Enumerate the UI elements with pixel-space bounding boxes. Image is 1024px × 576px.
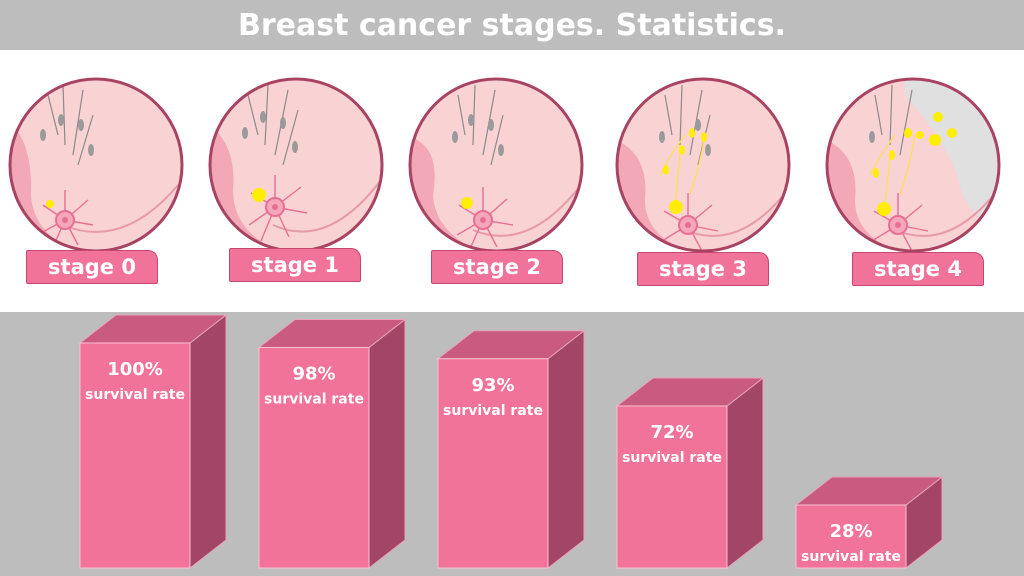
stage-2-breast-icon <box>408 77 584 253</box>
bar-front <box>616 405 728 569</box>
stage-2-panel: stage 2 <box>403 50 593 312</box>
bar-1: 98% survival rate <box>257 318 407 570</box>
bar-side <box>368 318 406 570</box>
stage-1-panel: stage 1 <box>203 50 393 312</box>
stage-4-breast-icon <box>825 77 1001 253</box>
stage-4-panel: stage 4 <box>820 50 1010 312</box>
stage-label: stage 0 <box>26 250 158 284</box>
bar-4: 28% survival rate <box>794 475 944 570</box>
bar-3: 72% survival rate <box>615 376 765 570</box>
bar-side <box>547 329 585 570</box>
stage-3-panel: stage 3 <box>610 50 800 312</box>
survival-bar-chart: 100% survival rate 98% survival rate 93% surv… <box>78 313 944 570</box>
bar-front <box>258 347 370 569</box>
bar-front <box>79 342 191 569</box>
bar-value-label: 72% <box>650 422 693 443</box>
page-title: Breast cancer stages. Statistics. <box>238 7 786 43</box>
stage-label: stage 1 <box>229 248 361 282</box>
bar-caption: survival rate <box>85 387 185 403</box>
stage-label: stage 3 <box>637 252 769 286</box>
bar-value-label: 98% <box>292 364 335 385</box>
bar-0: 100% survival rate <box>78 313 228 570</box>
title-bar: Breast cancer stages. Statistics. <box>0 0 1024 50</box>
stage-3-breast-icon <box>615 77 791 253</box>
stage-1-breast-icon <box>208 77 384 253</box>
bar-value-label: 28% <box>829 521 872 542</box>
stage-label: stage 2 <box>431 250 563 284</box>
bar-value-label: 93% <box>471 375 514 396</box>
bar-side <box>189 313 227 570</box>
stage-0-breast-icon <box>8 77 184 253</box>
bar-side <box>726 376 764 570</box>
stage-illustrations: stage 0 <box>0 50 1024 312</box>
stage-0-panel: stage 0 <box>3 50 193 312</box>
bar-caption: survival rate <box>622 450 722 466</box>
bar-caption: survival rate <box>264 392 364 408</box>
bar-front <box>795 504 907 569</box>
bar-caption: survival rate <box>801 549 901 565</box>
survival-chart: 100% survival rate 98% survival rate 93% surv… <box>0 312 1024 576</box>
bar-value-label: 100% <box>107 359 163 380</box>
bar-front <box>437 358 549 569</box>
stage-label: stage 4 <box>852 252 984 286</box>
bar-caption: survival rate <box>443 403 543 419</box>
bar-2: 93% survival rate <box>436 329 586 570</box>
